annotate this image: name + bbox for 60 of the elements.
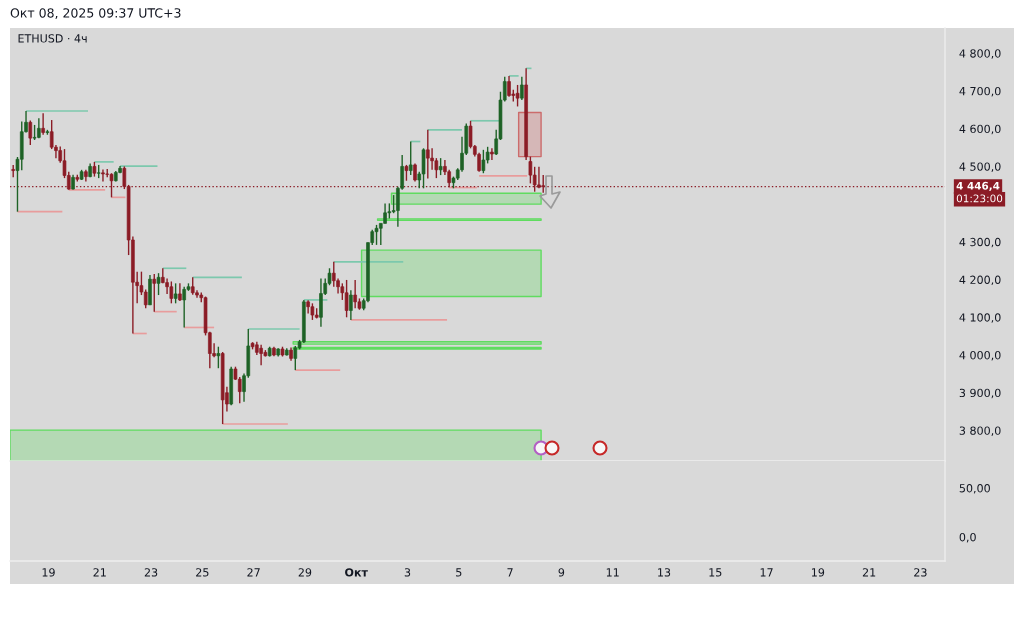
x-tick-label: 23 [914,568,927,577]
x-tick-label: 25 [196,568,209,577]
candlestick [293,345,298,371]
candlestick [319,277,323,328]
y-tick-label: 4 600,0 [959,124,1001,135]
x-tick-label: 5 [456,568,462,577]
y-tick-label: 4 100,0 [959,313,1001,323]
candlestick [41,112,45,136]
candlestick [349,289,353,321]
x-tick-label: 7 [507,568,513,577]
candlestick [173,282,178,305]
x-tick-label: 19 [811,568,825,577]
candlestick [490,147,494,161]
text: 01:23:00 [956,194,1003,203]
candlestick [520,75,524,101]
x-tick-label: 27 [247,568,260,577]
candlestick [426,129,430,180]
candlestick [259,344,263,366]
candlestick [101,168,105,183]
candlestick [28,119,33,146]
candlestick [408,140,413,176]
x-tick-label: 13 [658,568,671,577]
candlestick [507,75,511,98]
candlestick [156,272,161,296]
y-tick-label: 3 800,0 [959,426,1001,436]
candlestick [481,149,486,174]
y-tick-label: 0,0 [959,532,976,543]
candlestick [413,162,417,183]
y-tick-label: 4 700,0 [959,86,1001,97]
x-tick-label: 11 [606,568,619,577]
x-tick-label: 17 [760,568,773,577]
candlestick [515,84,520,108]
candlestick [383,202,387,225]
y-tick-label: 4 200,0 [959,275,1001,286]
x-tick-label: 23 [144,568,158,577]
x-tick-label: 9 [558,568,565,577]
candlestick [152,273,157,313]
x-tick-label: 15 [709,568,722,577]
candlestick [528,155,533,185]
x-tick-label: 3 [404,568,411,577]
candlestick [344,279,349,318]
candlestick [143,288,148,309]
x-tick-label: 21 [93,568,106,577]
y-tick-label: 50,00 [959,484,990,494]
y-tick-label: 4 300,0 [959,237,1001,248]
candlestick [165,277,169,295]
ref-line-label: 4 446,4 [956,181,1000,191]
chart-title: ETHUSD · 4ч [18,34,87,43]
y-tick-label: 3 900,0 [959,388,1001,399]
x-tick-label: 29 [298,568,312,577]
x-tick-label: Окт [345,568,368,577]
candlestick [216,346,221,369]
candlestick [374,224,379,246]
text: Окт 08, 2025 09:37 UTC+3 [10,8,181,19]
y-tick-label: 4 800,0 [959,49,1001,59]
y-tick-label: 4 000,0 [959,350,1001,361]
x-tick-label: 19 [42,568,55,577]
x-tick-label: 21 [862,568,876,577]
y-tick-label: 4 500,0 [959,162,1001,172]
candlestick [169,280,174,305]
